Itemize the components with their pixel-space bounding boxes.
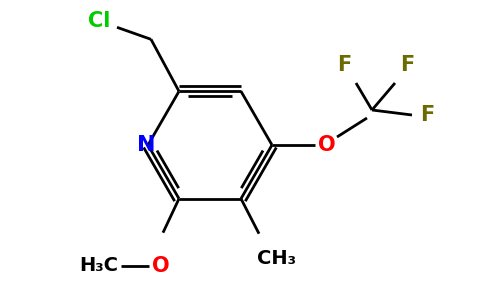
- Text: Cl: Cl: [88, 11, 110, 31]
- Text: O: O: [318, 135, 336, 155]
- Text: F: F: [337, 55, 351, 75]
- Text: O: O: [152, 256, 170, 276]
- Text: CH₃: CH₃: [257, 249, 297, 268]
- Text: F: F: [400, 55, 414, 75]
- Text: F: F: [420, 105, 434, 125]
- Text: N: N: [137, 135, 155, 155]
- Text: H₃C: H₃C: [79, 256, 119, 275]
